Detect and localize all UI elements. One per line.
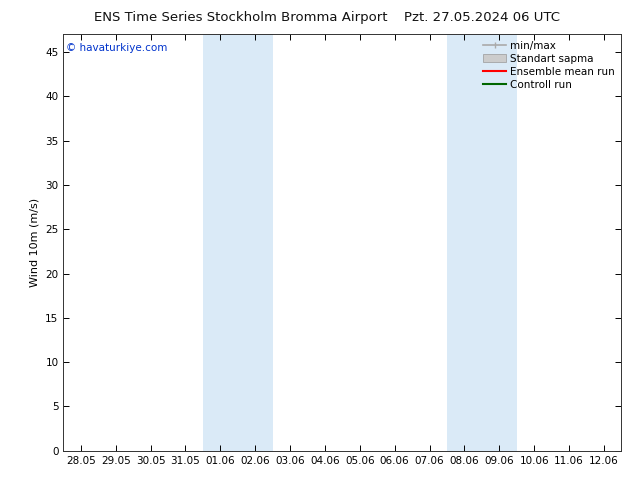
- Text: Pzt. 27.05.2024 06 UTC: Pzt. 27.05.2024 06 UTC: [404, 11, 560, 24]
- Text: ENS Time Series Stockholm Bromma Airport: ENS Time Series Stockholm Bromma Airport: [94, 11, 387, 24]
- Bar: [203, 34, 273, 451]
- Text: © havaturkiye.com: © havaturkiye.com: [66, 43, 167, 52]
- Legend: min/max, Standart sapma, Ensemble mean run, Controll run: min/max, Standart sapma, Ensemble mean r…: [479, 36, 619, 94]
- Y-axis label: Wind 10m (m/s): Wind 10m (m/s): [30, 198, 40, 287]
- Bar: [447, 34, 517, 451]
